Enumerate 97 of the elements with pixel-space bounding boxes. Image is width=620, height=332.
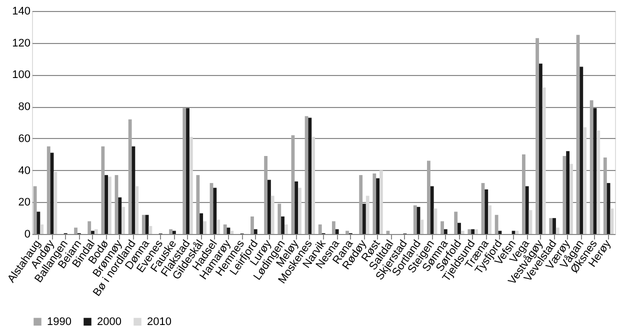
- bar: [312, 136, 316, 234]
- bar: [536, 38, 539, 234]
- bar: [104, 175, 108, 234]
- bar: [91, 230, 94, 234]
- bar: [460, 230, 464, 234]
- bar: [122, 206, 125, 234]
- bar: [362, 204, 366, 234]
- bar: [36, 212, 40, 234]
- bar: [54, 172, 58, 234]
- y-tick-label: 80: [18, 101, 30, 114]
- bar: [420, 220, 424, 234]
- bar: [468, 229, 472, 234]
- bar: [515, 230, 519, 234]
- y-tick-label: 0: [24, 228, 30, 240]
- bar: [74, 228, 78, 234]
- bar: [525, 186, 529, 234]
- bar: [366, 196, 370, 234]
- bar: [444, 229, 448, 234]
- bar: [538, 64, 542, 234]
- bar: [108, 176, 112, 234]
- bar: [542, 87, 546, 234]
- bar: [294, 181, 298, 234]
- bar: [413, 205, 417, 234]
- bar: [148, 226, 152, 234]
- bar: [583, 127, 586, 234]
- bar: [427, 160, 430, 234]
- bar: [189, 136, 193, 234]
- bar: [298, 188, 302, 234]
- bar: [562, 156, 566, 234]
- bar: [590, 100, 594, 234]
- bar: [216, 220, 220, 234]
- bar: [94, 229, 98, 234]
- bar: [128, 119, 132, 234]
- bar: [376, 178, 380, 234]
- bar: [254, 229, 258, 234]
- bar: [335, 229, 339, 234]
- bar: [226, 228, 230, 234]
- bar: [200, 213, 204, 234]
- bar: [430, 186, 434, 234]
- bar: [332, 221, 336, 234]
- bar: [118, 197, 122, 234]
- bar: [135, 186, 139, 234]
- bar: [40, 224, 44, 234]
- bar: [213, 188, 217, 234]
- bar: [522, 154, 526, 234]
- bar: [458, 222, 461, 234]
- bar: [270, 196, 274, 234]
- bar: [596, 130, 600, 234]
- bar: [606, 183, 610, 234]
- bar: [471, 229, 475, 234]
- bar: [494, 214, 498, 234]
- y-tick-label: 20: [18, 196, 30, 209]
- legend-label: 1990: [47, 316, 72, 328]
- bar: [379, 170, 383, 234]
- bar: [172, 230, 176, 234]
- bar: [454, 212, 458, 234]
- bar: [88, 221, 92, 234]
- bar: [318, 224, 322, 234]
- y-tick-label: 100: [12, 69, 30, 82]
- y-tick-label: 120: [12, 37, 30, 50]
- bar: [182, 108, 186, 234]
- bar: [281, 216, 284, 234]
- bar: [169, 229, 172, 234]
- bar: [268, 180, 271, 234]
- bar: [552, 218, 556, 234]
- bar: [230, 230, 234, 234]
- bar: [474, 229, 478, 234]
- bar: [359, 175, 363, 234]
- y-tick-label: 140: [12, 6, 30, 18]
- bar: [484, 189, 488, 234]
- bar: [264, 156, 268, 234]
- bar: [33, 186, 37, 234]
- bar: [223, 224, 227, 234]
- bar: [186, 108, 190, 234]
- bar: [203, 221, 206, 234]
- bar: [196, 175, 200, 234]
- bar: [570, 164, 573, 234]
- bar: [278, 204, 282, 234]
- bar: [549, 218, 553, 234]
- bar: [603, 158, 607, 234]
- bar: [580, 66, 584, 234]
- y-tick-label: 40: [18, 164, 30, 177]
- bar: [101, 146, 105, 234]
- bar: [142, 214, 146, 234]
- bar: [440, 221, 444, 234]
- legend-label: 2010: [147, 316, 172, 328]
- legend-label: 2000: [97, 316, 122, 328]
- bar: [346, 230, 349, 234]
- bar: [46, 146, 50, 234]
- bar: [488, 205, 492, 234]
- y-tick-label: 60: [18, 132, 30, 145]
- bar: [372, 173, 376, 234]
- bar: [566, 151, 570, 234]
- bar: [284, 224, 288, 234]
- bar: [556, 228, 560, 234]
- bar: [308, 118, 312, 234]
- bar: [250, 216, 254, 234]
